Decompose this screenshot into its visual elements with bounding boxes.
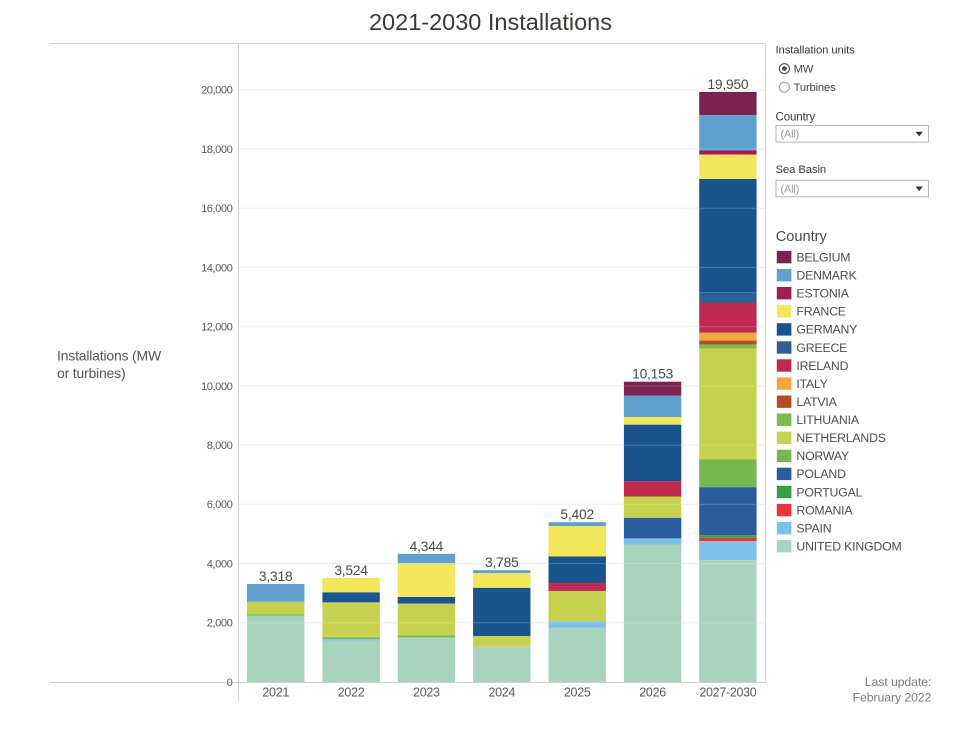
- svg-text:IRELAND: IRELAND: [796, 359, 848, 373]
- svg-text:February 2022: February 2022: [853, 690, 932, 704]
- svg-text:MW: MW: [794, 63, 814, 75]
- svg-text:Last update:: Last update:: [865, 675, 932, 689]
- svg-text:Turbines: Turbines: [794, 82, 836, 94]
- svg-text:SPAIN: SPAIN: [796, 521, 831, 535]
- svg-text:12,000: 12,000: [201, 322, 232, 334]
- svg-text:4,000: 4,000: [207, 558, 233, 570]
- svg-text:Country: Country: [776, 229, 828, 245]
- svg-text:Installation units: Installation units: [776, 45, 856, 57]
- svg-text:10,153: 10,153: [632, 367, 674, 382]
- svg-text:Installations (MW: Installations (MW: [57, 347, 162, 363]
- svg-text:6,000: 6,000: [207, 499, 233, 511]
- svg-text:5,402: 5,402: [560, 507, 594, 522]
- svg-text:(All): (All): [781, 183, 800, 195]
- svg-text:ESTONIA: ESTONIA: [796, 287, 849, 301]
- svg-text:3,318: 3,318: [259, 569, 293, 584]
- svg-text:ROMANIA: ROMANIA: [796, 503, 853, 517]
- svg-text:LATVIA: LATVIA: [796, 395, 837, 409]
- svg-text:3,785: 3,785: [485, 555, 519, 570]
- svg-text:19,950: 19,950: [707, 77, 749, 92]
- svg-text:2024: 2024: [488, 686, 515, 700]
- svg-text:2021: 2021: [262, 686, 289, 700]
- svg-text:2,000: 2,000: [207, 618, 233, 630]
- svg-text:2023: 2023: [413, 686, 440, 700]
- svg-text:LITHUANIA: LITHUANIA: [796, 413, 859, 427]
- svg-text:16,000: 16,000: [201, 203, 232, 215]
- svg-text:14,000: 14,000: [201, 262, 232, 274]
- svg-text:18,000: 18,000: [201, 144, 232, 156]
- svg-text:2027-2030: 2027-2030: [699, 686, 756, 700]
- svg-text:Country: Country: [776, 112, 816, 124]
- svg-text:UNITED KINGDOM: UNITED KINGDOM: [796, 540, 901, 554]
- svg-text:ITALY: ITALY: [796, 377, 827, 391]
- svg-text:GREECE: GREECE: [796, 341, 847, 355]
- svg-text:PORTUGAL: PORTUGAL: [796, 485, 862, 499]
- svg-text:DENMARK: DENMARK: [796, 268, 857, 282]
- svg-text:8,000: 8,000: [207, 440, 233, 452]
- svg-text:20,000: 20,000: [201, 85, 232, 97]
- svg-text:2021-2030 Installations: 2021-2030 Installations: [369, 9, 612, 35]
- svg-text:FRANCE: FRANCE: [796, 305, 845, 319]
- svg-text:NETHERLANDS: NETHERLANDS: [796, 431, 885, 445]
- svg-text:3,524: 3,524: [334, 563, 368, 578]
- svg-text:(All): (All): [781, 129, 800, 141]
- svg-text:2026: 2026: [639, 686, 666, 700]
- svg-text:NORWAY: NORWAY: [796, 449, 849, 463]
- svg-text:0: 0: [227, 677, 233, 689]
- svg-text:BELGIUM: BELGIUM: [796, 250, 850, 264]
- svg-text:10,000: 10,000: [201, 381, 232, 393]
- svg-text:2025: 2025: [564, 686, 591, 700]
- svg-text:GERMANY: GERMANY: [796, 323, 857, 337]
- svg-text:or turbines): or turbines): [57, 365, 125, 381]
- svg-text:2022: 2022: [338, 686, 365, 700]
- svg-text:Sea Basin: Sea Basin: [776, 164, 827, 176]
- svg-text:4,344: 4,344: [410, 539, 444, 554]
- svg-text:POLAND: POLAND: [796, 467, 846, 481]
